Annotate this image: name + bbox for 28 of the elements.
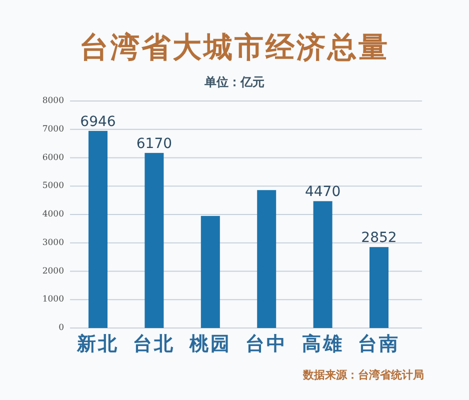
y-tick-label: 8000 xyxy=(42,96,64,106)
bar xyxy=(88,130,108,328)
y-tick-label: 2000 xyxy=(42,266,64,276)
y-tick-label: 0 xyxy=(58,323,64,333)
y-tick-label: 4000 xyxy=(42,210,64,220)
bar xyxy=(200,216,220,328)
y-tick-label: 5000 xyxy=(42,181,64,192)
bar xyxy=(370,247,388,328)
x-tick-label: 高雄 xyxy=(302,333,344,355)
x-tick-label: 台中 xyxy=(246,333,288,355)
y-tick-label: 3000 xyxy=(42,238,64,248)
x-tick-label: 新北 xyxy=(76,333,119,355)
y-tick-label: 7000 xyxy=(42,124,64,134)
data-label: 2852 xyxy=(361,230,397,246)
y-tick-label: 1000 xyxy=(42,294,64,305)
bar xyxy=(257,190,276,328)
data-label: 6946 xyxy=(80,114,116,130)
source-note: 数据来源：台湾省统计局 xyxy=(302,368,424,382)
x-tick-label: 台南 xyxy=(358,333,400,355)
x-tick-label: 桃园 xyxy=(188,333,232,355)
chart-subtitle: 单位：亿元 xyxy=(204,75,264,89)
bar xyxy=(144,152,164,328)
data-label: 6170 xyxy=(136,136,172,152)
data-label: 4470 xyxy=(304,184,341,200)
y-tick-label: 6000 xyxy=(42,152,64,163)
chart-title: 台湾省大城市经济总量 xyxy=(80,30,390,64)
bar xyxy=(313,201,332,328)
x-tick-label: 台北 xyxy=(133,333,176,355)
